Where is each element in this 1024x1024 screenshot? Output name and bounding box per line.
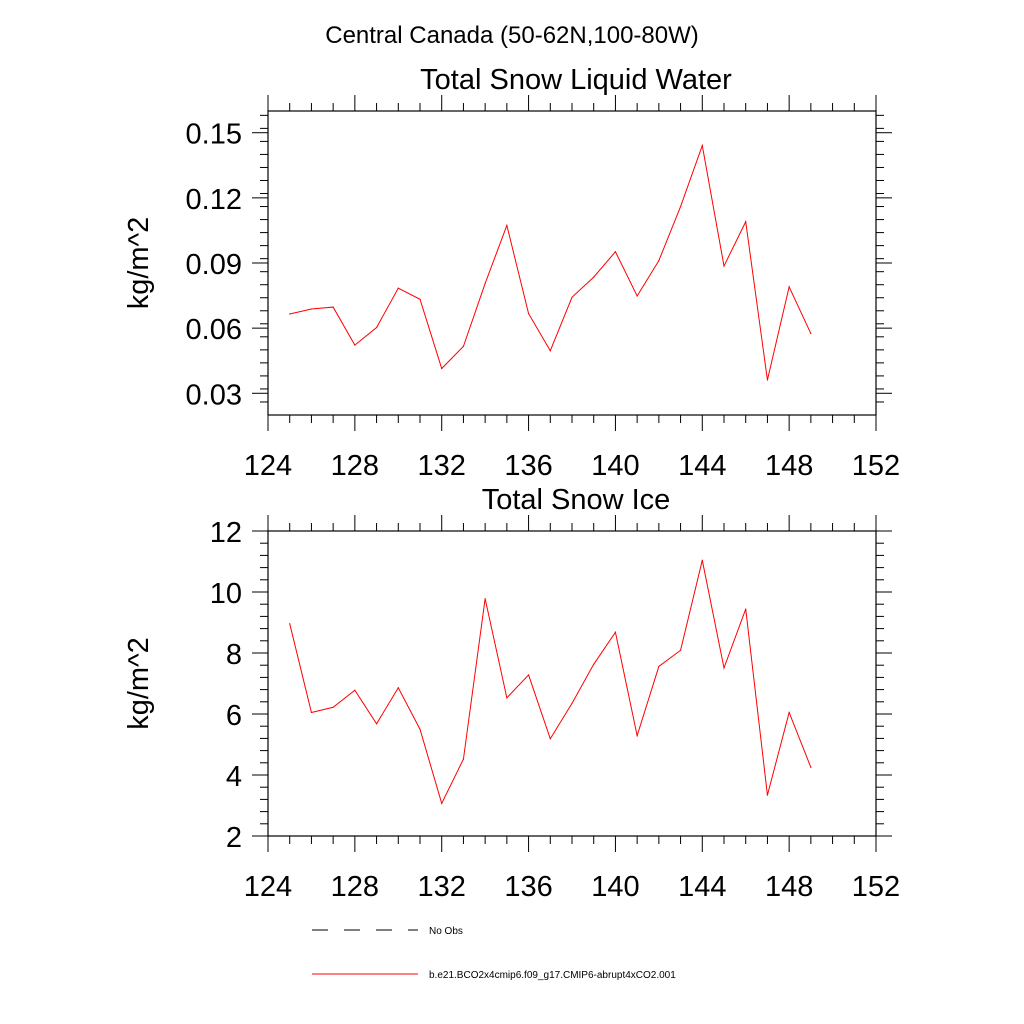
data-point-snow-ice-11 <box>527 674 530 676</box>
x-tick-label-liquid-water-2: 132 <box>418 450 466 482</box>
x-tick-label-liquid-water-7: 152 <box>852 450 900 482</box>
data-point-liquid-water-10 <box>506 224 508 227</box>
y-tick-label-liquid-water-4: 0.15 <box>186 119 242 151</box>
data-point-liquid-water-5 <box>397 287 399 289</box>
x-tick-label-liquid-water-6: 148 <box>765 450 813 482</box>
data-point-liquid-water-1 <box>310 308 313 310</box>
data-point-liquid-water-16 <box>636 295 638 297</box>
chart-title-liquid-water: Total Snow Liquid Water <box>420 64 732 96</box>
data-point-snow-ice-9 <box>484 598 486 600</box>
data-point-liquid-water-23 <box>788 286 790 288</box>
data-point-snow-ice-5 <box>397 687 399 689</box>
data-point-snow-ice-12 <box>549 738 551 740</box>
data-point-snow-ice-17 <box>658 665 660 668</box>
x-tick-label-liquid-water-1: 128 <box>331 450 379 482</box>
data-point-liquid-water-3 <box>354 344 356 346</box>
x-tick-label-liquid-water-0: 124 <box>244 450 292 482</box>
data-point-snow-ice-21 <box>745 608 747 610</box>
series-line-snow-ice-0 <box>289 560 812 805</box>
legend-no-obs-label: No Obs <box>429 926 463 937</box>
data-point-liquid-water-21 <box>745 221 747 223</box>
data-point-snow-ice-18 <box>679 649 682 651</box>
x-tick-label-snow-ice-4: 140 <box>591 871 639 903</box>
y-tick-label-snow-ice-3: 8 <box>226 639 242 671</box>
x-tick-label-snow-ice-2: 132 <box>418 871 466 903</box>
data-point-snow-ice-13 <box>571 702 573 704</box>
data-point-liquid-water-0 <box>289 313 291 315</box>
y-tick-label-liquid-water-3: 0.12 <box>186 184 242 216</box>
data-point-liquid-water-13 <box>571 296 573 298</box>
data-point-snow-ice-8 <box>462 758 465 760</box>
plot-frame-liquid-water <box>267 110 877 416</box>
data-point-snow-ice-4 <box>375 723 378 725</box>
data-point-snow-ice-20 <box>723 667 725 669</box>
data-point-snow-ice-0 <box>289 623 291 625</box>
data-point-liquid-water-17 <box>658 260 660 262</box>
data-point-snow-ice-7 <box>441 802 443 804</box>
y-tick-label-snow-ice-5: 12 <box>210 517 242 549</box>
data-point-liquid-water-6 <box>419 298 421 300</box>
y-tick-label-liquid-water-2: 0.09 <box>186 249 242 281</box>
data-point-liquid-water-22 <box>766 379 769 381</box>
plot-frame-snow-ice <box>267 530 877 837</box>
data-point-snow-ice-24 <box>810 766 812 768</box>
chart-title-snow-ice: Total Snow Ice <box>482 484 671 516</box>
y-tick-label-liquid-water-0: 0.03 <box>186 379 242 411</box>
y-axis-label-liquid-water: kg/m^2 <box>123 217 155 310</box>
data-point-snow-ice-2 <box>332 706 334 708</box>
x-tick-label-snow-ice-1: 128 <box>331 871 379 903</box>
y-tick-label-snow-ice-4: 10 <box>210 578 242 610</box>
y-axis-label-snow-ice: kg/m^2 <box>123 637 155 730</box>
data-point-liquid-water-18 <box>679 205 682 208</box>
data-point-liquid-water-20 <box>723 265 725 267</box>
data-point-liquid-water-14 <box>593 276 595 278</box>
data-point-liquid-water-24 <box>810 332 812 335</box>
data-point-liquid-water-15 <box>614 251 617 253</box>
data-point-liquid-water-7 <box>441 367 443 370</box>
data-point-snow-ice-3 <box>354 689 356 691</box>
x-tick-label-snow-ice-3: 136 <box>504 871 552 903</box>
legend-series-label: b.e21.BCO2x4cmip6.f09_g17.CMIP6-abrupt4x… <box>429 970 676 981</box>
data-point-snow-ice-16 <box>636 735 638 737</box>
data-point-liquid-water-2 <box>332 306 334 308</box>
x-tick-label-liquid-water-4: 140 <box>591 450 639 482</box>
data-point-snow-ice-22 <box>766 794 769 796</box>
x-tick-label-snow-ice-7: 152 <box>852 871 900 903</box>
data-point-snow-ice-23 <box>788 711 790 714</box>
x-tick-label-snow-ice-6: 148 <box>765 871 813 903</box>
data-point-snow-ice-19 <box>701 559 703 561</box>
data-point-snow-ice-6 <box>419 728 421 730</box>
data-point-liquid-water-11 <box>527 312 530 315</box>
figure-suptitle: Central Canada (50-62N,100-80W) <box>325 22 699 49</box>
data-point-liquid-water-12 <box>549 350 551 352</box>
x-tick-label-snow-ice-5: 144 <box>678 871 726 903</box>
data-point-liquid-water-8 <box>462 345 465 347</box>
data-point-snow-ice-1 <box>310 711 313 714</box>
series-line-liquid-water-0 <box>289 143 812 381</box>
data-point-liquid-water-19 <box>701 144 703 147</box>
panel-snow-liquid-water: Total Snow Liquid Water 124 128 132 136 140 14… <box>123 64 900 482</box>
data-point-liquid-water-9 <box>484 282 486 285</box>
data-point-snow-ice-15 <box>614 631 617 633</box>
data-point-snow-ice-10 <box>506 697 508 699</box>
data-point-liquid-water-4 <box>375 326 378 329</box>
x-tick-label-liquid-water-3: 136 <box>504 450 552 482</box>
data-point-snow-ice-14 <box>593 663 595 665</box>
y-tick-label-snow-ice-2: 6 <box>226 700 242 732</box>
x-tick-label-liquid-water-5: 144 <box>678 450 726 482</box>
y-tick-label-snow-ice-0: 2 <box>226 822 242 854</box>
y-tick-label-liquid-water-1: 0.06 <box>186 314 242 346</box>
x-tick-label-snow-ice-0: 124 <box>244 871 292 903</box>
legend: No Obs b.e21.BCO2x4cmip6.f09_g17.CMIP6-a… <box>312 926 676 981</box>
y-tick-label-snow-ice-1: 4 <box>226 761 242 793</box>
